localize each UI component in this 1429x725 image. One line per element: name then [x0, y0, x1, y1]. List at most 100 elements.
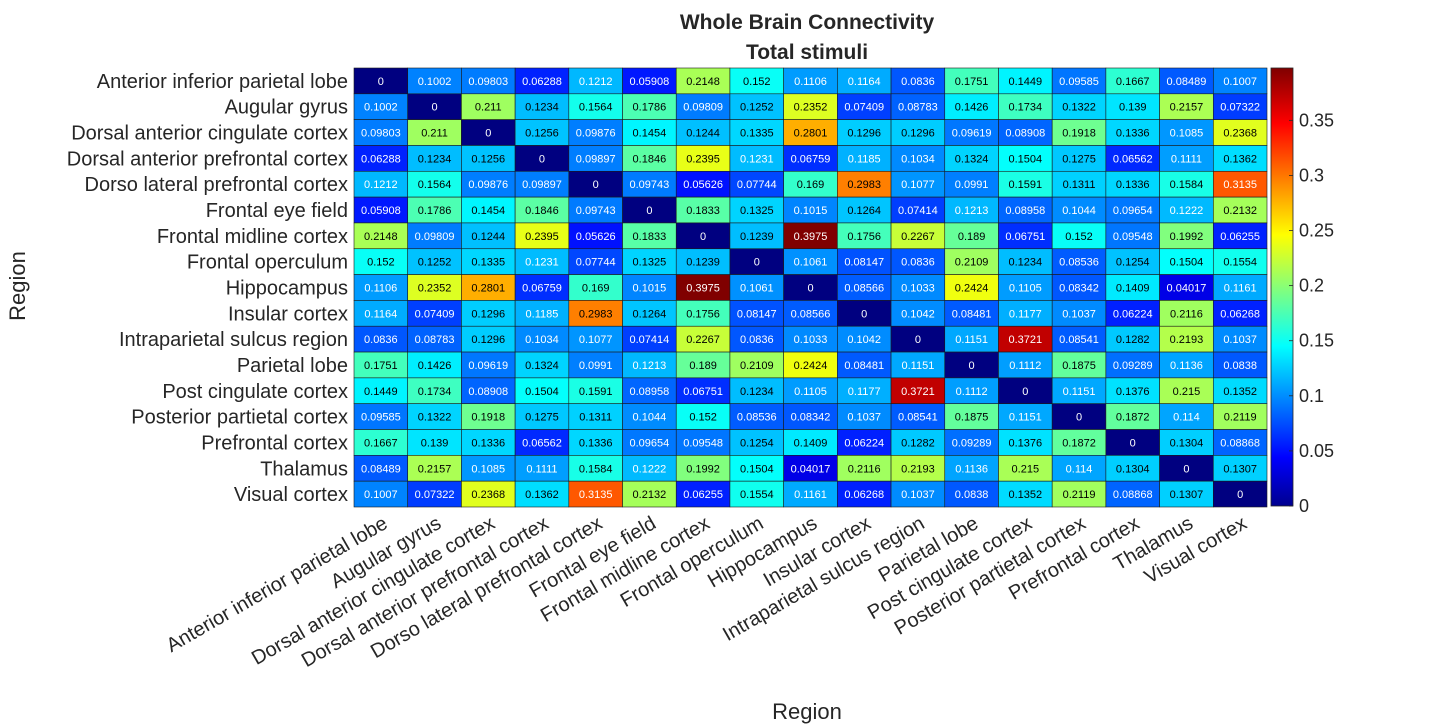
cell-value-label: 0.139 [1119, 102, 1147, 114]
cell-value-label: 0.1177 [1009, 308, 1042, 320]
y-tick-label: Insular cortex [228, 303, 348, 325]
cell-value-label: 0 [646, 205, 652, 217]
cell-value-label: 0.08868 [1113, 489, 1153, 501]
cell-value-label: 0.1918 [1062, 128, 1096, 140]
cell-value-label: 0.1449 [1008, 76, 1042, 88]
heatmap-cell [1159, 170, 1214, 198]
heatmap-cell [1051, 196, 1107, 224]
cell-value-label: 0.1256 [471, 153, 505, 165]
heatmap-cell [944, 119, 999, 146]
heatmap-cell [729, 119, 784, 146]
y-tick-label: Dorsal anterior cingulate cortex [71, 123, 348, 145]
heatmap-cell [783, 429, 838, 456]
cell-value-label: 0.1044 [1062, 205, 1096, 217]
heatmap-cell [783, 351, 838, 379]
heatmap-cell [407, 93, 462, 120]
heatmap-cell [675, 170, 731, 198]
cell-value-label: 0.1164 [364, 308, 397, 320]
cell-value-label: 0.215 [1012, 463, 1040, 475]
cell-value-label: 0.2424 [794, 360, 828, 372]
heatmap-cell [568, 248, 623, 275]
cell-value-label: 0 [593, 179, 599, 191]
cell-value-label: 0 [969, 360, 975, 372]
heatmap-cell [353, 170, 409, 198]
heatmap-cell [1212, 480, 1268, 508]
heatmap-cell [622, 222, 677, 250]
cell-value-label: 0.09803 [468, 76, 508, 88]
cell-value-label: 0.1311 [579, 412, 612, 424]
cell-value-label: 0.1254 [1116, 257, 1150, 269]
cell-value-label: 0.1037 [1062, 308, 1096, 320]
colorbar-tick-label: 0.35 [1299, 110, 1334, 130]
heatmap-cell [407, 274, 462, 301]
heatmap-cell [1159, 119, 1214, 146]
heatmap-cell [461, 222, 516, 250]
cell-value-label: 0.07744 [737, 179, 777, 191]
heatmap-cell [407, 429, 462, 456]
cell-value-label: 0.06268 [844, 489, 884, 501]
cell-value-label: 0.1112 [1009, 360, 1041, 372]
cell-value-label: 0.1044 [633, 412, 667, 424]
cell-value-label: 0.211 [421, 128, 448, 140]
heatmap-cell [675, 300, 731, 327]
cell-value-label: 0.2132 [1223, 205, 1257, 217]
cell-value-label: 0.1037 [901, 489, 935, 501]
cell-value-label: 0.1833 [633, 231, 667, 243]
cell-value-label: 0.1591 [1008, 179, 1042, 191]
heatmap-cell [783, 403, 838, 430]
heatmap-cell [837, 274, 892, 301]
cell-value-label: 0.1336 [471, 437, 505, 449]
heatmap-cell [783, 377, 838, 405]
colorbar-gradient [1270, 67, 1294, 507]
cell-value-label: 0.04017 [1167, 283, 1207, 295]
heatmap-cell [622, 119, 677, 146]
cell-value-label: 0.139 [421, 437, 449, 449]
cell-value-label: 0.08147 [844, 257, 884, 269]
cell-value-label: 0.1033 [794, 334, 828, 346]
heatmap-cell [353, 403, 409, 430]
heatmap-cell [998, 325, 1053, 353]
cell-value-label: 0.1307 [1223, 463, 1257, 475]
heatmap-cell [944, 274, 999, 301]
cell-value-label: 0.1111 [526, 463, 557, 475]
heatmap-cell [353, 429, 409, 456]
y-tick-label: Visual cortex [234, 484, 348, 506]
cell-value-label: 0.1222 [633, 463, 667, 475]
cell-value-label: 0.1077 [579, 334, 613, 346]
cell-value-label: 0.1252 [418, 257, 452, 269]
cell-value-label: 0.1061 [740, 283, 774, 295]
heatmap-cell [944, 67, 999, 95]
heatmap-cell [568, 119, 623, 146]
cell-value-label: 0.09585 [361, 412, 401, 424]
cell-value-label: 0.09585 [1059, 76, 1099, 88]
cell-value-label: 0.08783 [898, 102, 938, 114]
cell-value-label: 0.09743 [629, 179, 669, 191]
cell-value-label: 0.0991 [955, 179, 989, 191]
cell-value-label: 0.1177 [848, 386, 881, 398]
heatmap-cell [1159, 248, 1214, 275]
cell-value-label: 0.152 [743, 76, 771, 88]
heatmap-cell [568, 145, 623, 172]
cell-value-label: 0.1282 [1116, 334, 1150, 346]
heatmap-cell [1105, 351, 1160, 379]
cell-value-label: 0.1264 [633, 308, 667, 320]
cell-value-label: 0.09876 [576, 128, 616, 140]
heatmap-cell [622, 455, 677, 482]
cell-value-label: 0.09654 [629, 437, 669, 449]
y-tick-label: Anterior inferior parietal lobe [97, 71, 348, 93]
heatmap-cell [729, 351, 784, 379]
cell-value-label: 0.0836 [901, 76, 935, 88]
cell-value-label: 0.09619 [468, 360, 508, 372]
cell-value-label: 0.1504 [525, 386, 559, 398]
cell-value-label: 0.152 [689, 412, 717, 424]
heatmap-cell [1212, 403, 1268, 430]
cell-value-label: 0.2267 [686, 334, 720, 346]
cell-value-label: 0.1105 [1009, 283, 1042, 295]
y-tick-label: Dorso lateral prefrontal cortex [85, 174, 348, 196]
heatmap-cell [890, 429, 946, 456]
cell-value-label: 0.1872 [1116, 412, 1150, 424]
cell-value-label: 0.09289 [1113, 360, 1153, 372]
heatmap-cell [998, 377, 1053, 405]
heatmap-cell [837, 196, 892, 224]
cell-value-label: 0.08489 [361, 463, 401, 475]
